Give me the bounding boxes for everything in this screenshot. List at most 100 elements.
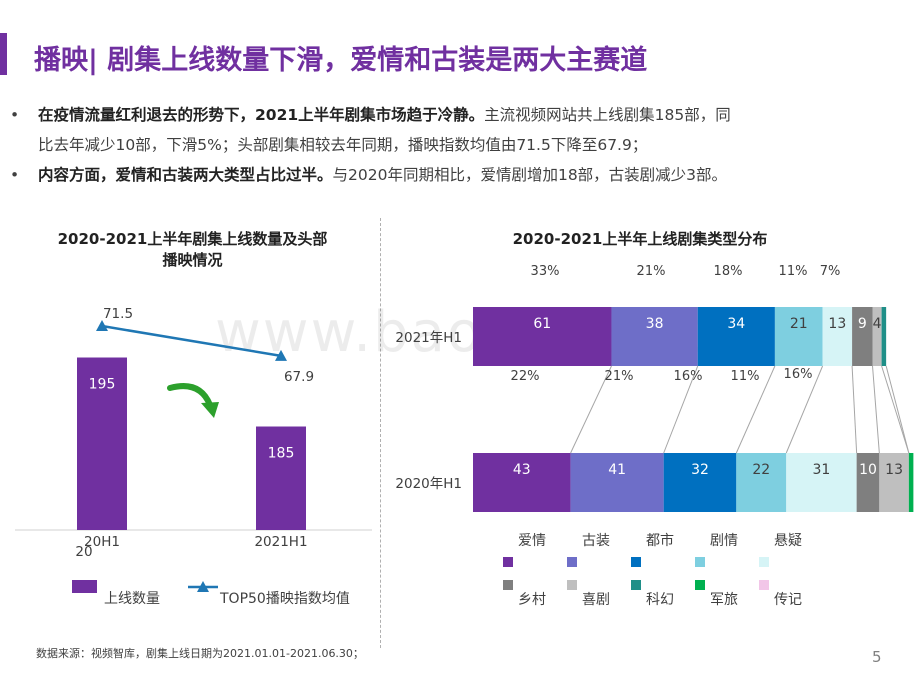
bullet-dot: • (10, 106, 20, 124)
bullet-dot: • (10, 166, 20, 184)
bullet-text: 比去年减少10部，下滑5%；头部剧集相较去年同期，播映指数均值由71.5下降至6… (38, 136, 648, 154)
segment-value-label: 13 (885, 462, 903, 478)
segment-喜剧-1 (879, 453, 909, 512)
segment-军旅-1 (908, 453, 914, 512)
legend-label-传记: 传记 (774, 592, 802, 608)
segment-古装-0 (611, 307, 698, 366)
legend-swatch-科幻 (631, 580, 641, 590)
bar-20H1 (77, 357, 127, 530)
segment-喜剧-0 (872, 307, 882, 366)
bullet-bold: 内容方面，爱情和古装两大类型占比过半。 (38, 166, 333, 184)
segment-value-label: 34 (727, 316, 745, 332)
legend-label-喜剧: 喜剧 (582, 592, 610, 608)
legend-swatch-传记 (759, 580, 769, 590)
legend-label-悬疑: 悬疑 (774, 533, 802, 549)
legend-bar-swatch (72, 580, 97, 593)
bullet-bold: 在疫情流量红利退去的形势下，2021上半年剧集市场趋于冷静。 (38, 106, 485, 124)
legend-swatch-悬疑 (759, 557, 769, 567)
index-point-marker (275, 349, 287, 361)
trend-arrow-icon (167, 383, 213, 408)
section-divider (380, 218, 381, 648)
segment-爱情-0 (473, 307, 612, 366)
bullet-list: • 在疫情流量红利退去的形势下，2021上半年剧集市场趋于冷静。主流视频网站共上… (10, 100, 890, 190)
percent-label-2020: 16% (784, 367, 813, 382)
segment-value-label: 4 (873, 316, 882, 332)
row-label: 2020年H1 (395, 476, 462, 492)
title-accent-bar (0, 33, 7, 75)
legend-swatch-爱情 (503, 557, 513, 567)
segment-悬疑-0 (822, 307, 853, 366)
bullet-text: 主流视频网站共上线剧集185部，同 (484, 106, 731, 124)
percent-label-2020: 22% (511, 369, 540, 384)
connector-line (851, 365, 858, 454)
connector-line (885, 365, 910, 454)
x-tick-label: 2021H1 (254, 534, 307, 550)
legend-label-古装: 古装 (582, 533, 610, 549)
segment-value-label: 22 (752, 462, 770, 478)
segment-爱情-1 (473, 453, 571, 512)
segment-value-label: 41 (608, 462, 626, 478)
percent-label-2020: 16% (674, 369, 703, 384)
connector-line (872, 365, 880, 454)
bar-value-label: 195 (89, 377, 116, 393)
percent-label-2021: 21% (637, 264, 666, 279)
legend-bar-label: 上线数量 (104, 591, 160, 607)
legend-line-marker (197, 581, 209, 592)
segment-value-label: 21 (790, 316, 808, 332)
x-extra-label: 20 (75, 544, 92, 560)
segment-value-label: 61 (533, 316, 551, 332)
percent-label-2021: 33% (531, 264, 560, 279)
legend-line-label: TOP50播映指数均值 (219, 591, 350, 607)
percent-label-2021: 18% (714, 264, 743, 279)
legend-swatch-剧情 (695, 557, 705, 567)
page-number: 5 (872, 648, 882, 666)
bullet-item: • 在疫情流量红利退去的形势下，2021上半年剧集市场趋于冷静。主流视频网站共上… (10, 100, 890, 130)
bullet-item-continued: 比去年减少10部，下滑5%；头部剧集相较去年同期，播映指数均值由71.5下降至6… (10, 130, 890, 160)
connector-line (735, 365, 776, 454)
percent-label-2020: 11% (731, 369, 760, 384)
left-chart-title-line1: 2020-2021上半年剧集上线数量及头部 (57, 230, 328, 248)
legend-swatch-古装 (567, 557, 577, 567)
legend-swatch-乡村 (503, 580, 513, 590)
segment-value-label: 38 (646, 316, 664, 332)
segment-乡村-0 (852, 307, 873, 366)
legend-label-剧情: 剧情 (710, 533, 738, 549)
index-value-label: 71.5 (103, 306, 133, 322)
x-tick-label: 20H1 (84, 534, 120, 550)
legend-swatch-军旅 (695, 580, 705, 590)
index-value-label: 67.9 (284, 369, 314, 385)
legend-label-科幻: 科幻 (646, 592, 674, 608)
segment-科幻-0 (881, 307, 887, 366)
footnote: 数据来源：视频智库，剧集上线日期为2021.01.01-2021.06.30； (36, 647, 364, 660)
bullet-item: • 内容方面，爱情和古装两大类型占比过半。与2020年同期相比，爱情剧增加18部… (10, 160, 890, 190)
connector-line (785, 365, 824, 454)
segment-value-label: 31 (813, 462, 831, 478)
segment-剧情-1 (736, 453, 787, 512)
segment-value-label: 43 (513, 462, 531, 478)
segment-value-label: 32 (691, 462, 709, 478)
legend-swatch-都市 (631, 557, 641, 567)
index-point-marker (96, 320, 108, 331)
left-chart-title-line2: 播映情况 (162, 251, 223, 269)
right-chart-title: 2020-2021上半年上线剧集类型分布 (512, 230, 768, 248)
segment-都市-0 (697, 307, 775, 366)
row-label: 2021年H1 (395, 330, 462, 346)
page-title: 播映| 剧集上线数量下滑，爱情和古装是两大主赛道 (34, 45, 648, 76)
segment-value-label: 9 (858, 316, 867, 332)
segment-古装-1 (570, 453, 664, 512)
legend-label-军旅: 军旅 (710, 592, 738, 608)
index-series-line (101, 324, 282, 358)
segment-value-label: 13 (828, 316, 846, 332)
connector-line (881, 365, 910, 454)
left-chart-title: 2020-2021上半年剧集上线数量及头部 播映情况 (20, 228, 365, 270)
legend-swatch-喜剧 (567, 580, 577, 590)
segment-都市-1 (663, 453, 737, 512)
bullet-text: 与2020年同期相比，爱情剧增加18部，古装剧减少3部。 (332, 166, 728, 184)
legend-label-乡村: 乡村 (518, 592, 546, 608)
segment-乡村-1 (856, 453, 880, 512)
segment-value-label: 10 (859, 462, 877, 478)
legend-label-爱情: 爱情 (518, 533, 546, 549)
segment-悬疑-1 (786, 453, 857, 512)
